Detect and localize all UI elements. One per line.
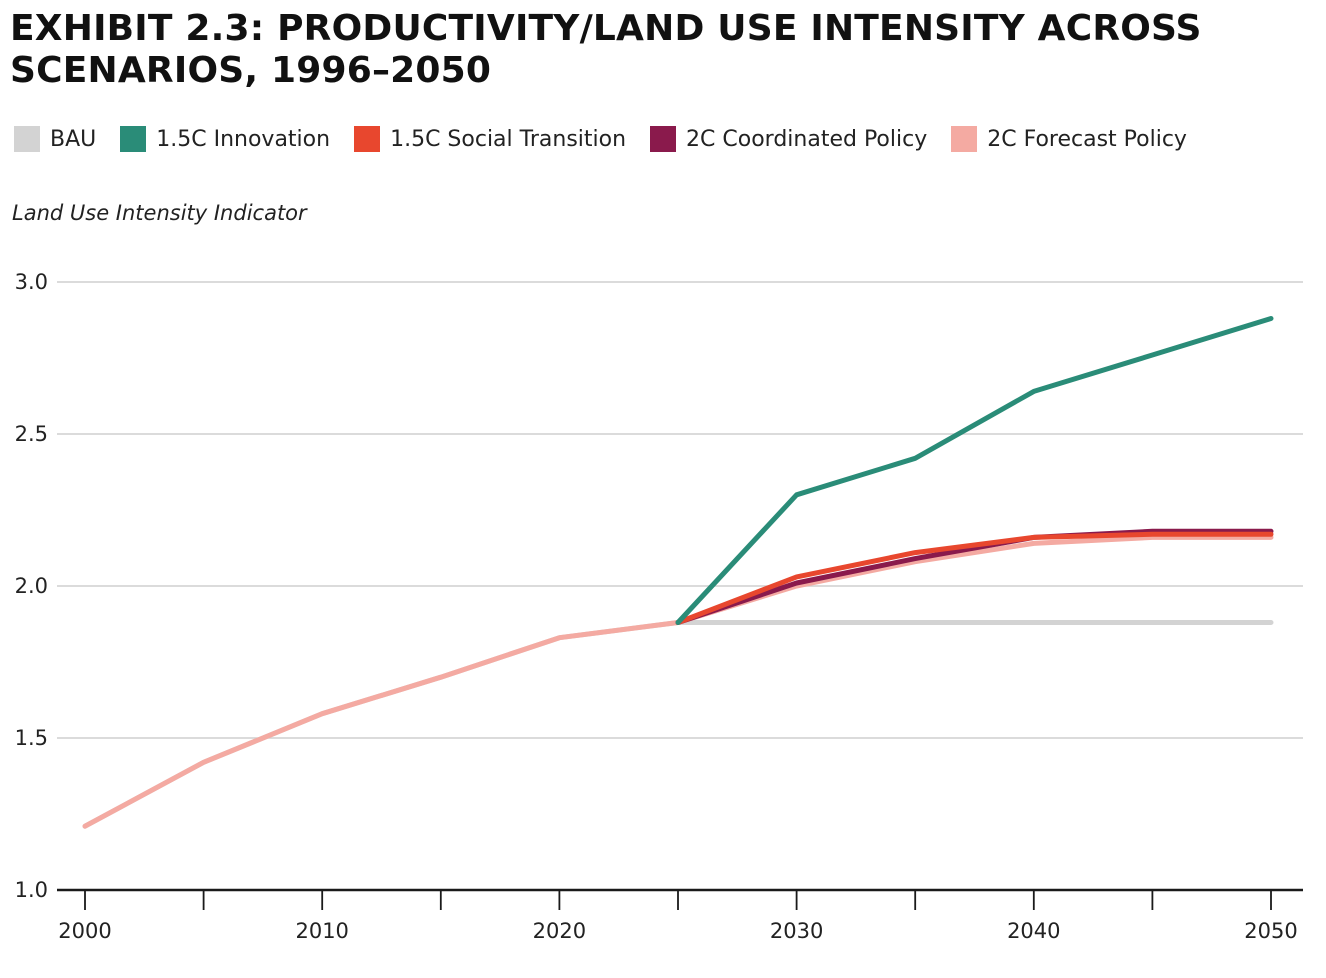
legend-label-forecast-policy: 2C Forecast Policy [987, 126, 1187, 152]
legend-label-coordinated-policy: 2C Coordinated Policy [686, 126, 928, 152]
series-line-2c-forecast-policy [82, 534, 1274, 829]
series-line-bau [82, 620, 1274, 829]
x-tick-label-2020: 2020 [533, 919, 586, 943]
x-tick-label-2030: 2030 [770, 919, 823, 943]
x-tick-label-2040: 2040 [1007, 919, 1060, 943]
x-tick-label-2050: 2050 [1244, 919, 1297, 943]
x-tick-label-2000: 2000 [58, 919, 111, 943]
y-axis-label: Land Use Intensity Indicator [12, 201, 307, 225]
chart-title: EXHIBIT 2.3: PRODUCTIVITY/LAND USE INTEN… [10, 8, 1202, 91]
x-tick-label-2010: 2010 [295, 919, 348, 943]
legend-item-coordinated-policy: 2C Coordinated Policy [650, 126, 927, 152]
chart-legend: BAU 1.5C Innovation 1.5C Social Transiti… [14, 126, 1211, 152]
legend-item-forecast-policy: 2C Forecast Policy [951, 126, 1187, 152]
y-tick-label-2.0: 2.0 [15, 574, 48, 598]
legend-swatch-social-transition [354, 126, 381, 152]
y-tick-label-1.0: 1.0 [15, 878, 48, 902]
legend-swatch-coordinated-policy [650, 126, 677, 152]
y-tick-label-1.5: 1.5 [15, 726, 48, 750]
y-tick-label-3.0: 3.0 [15, 270, 48, 294]
legend-item-social-transition: 1.5C Social Transition [354, 126, 626, 152]
legend-swatch-bau [14, 126, 40, 152]
legend-label-bau: BAU [50, 126, 97, 152]
legend-label-social-transition: 1.5C Social Transition [390, 126, 627, 152]
legend-item-innovation: 1.5C Innovation [120, 126, 330, 152]
series-line-2c-coordinated-policy [675, 528, 1274, 625]
legend-swatch-innovation [120, 126, 147, 152]
y-tick-label-2.5: 2.5 [15, 422, 48, 446]
legend-swatch-forecast-policy [951, 126, 978, 152]
legend-label-innovation: 1.5C Innovation [156, 126, 331, 152]
series-line-1-5c-social-transition [675, 531, 1274, 625]
legend-item-bau: BAU [14, 126, 96, 152]
series-line-1-5c-innovation [675, 316, 1274, 625]
